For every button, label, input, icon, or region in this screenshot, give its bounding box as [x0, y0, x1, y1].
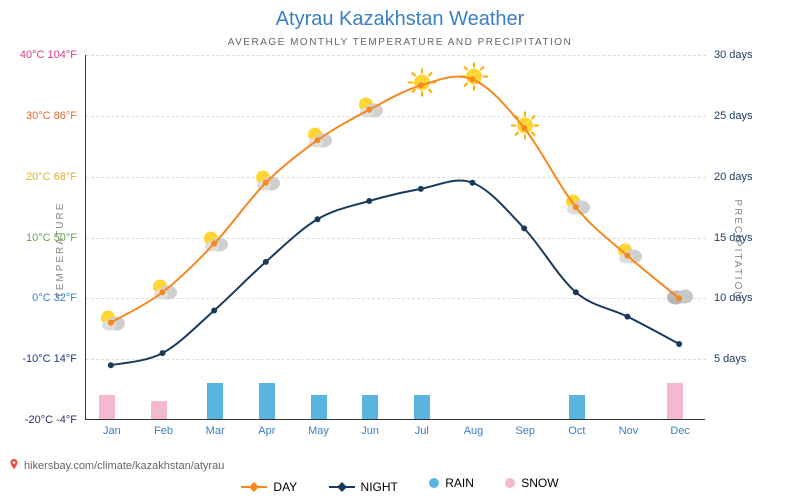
y-axis-right-title: PRECIPITATION: [732, 199, 743, 300]
page-subtitle: AVERAGE MONTHLY TEMPERATURE AND PRECIPIT…: [0, 31, 800, 48]
y-left-tick: 10°C 50°F: [26, 232, 77, 244]
legend-night-label: NIGHT: [361, 480, 398, 494]
legend-rain: RAIN: [429, 476, 474, 490]
month-label: Sep: [515, 425, 535, 437]
y-right-tick: 5 days: [714, 353, 746, 365]
y-axis-left-title: TEMPERATURE: [55, 202, 66, 299]
night-marker: [573, 289, 579, 295]
month-label: Feb: [154, 425, 173, 437]
night-marker: [625, 314, 631, 320]
legend-snow-label: SNOW: [521, 476, 558, 490]
night-marker: [211, 308, 217, 314]
chart-area: 40°C 104°F30 days30°C 86°F25 days20°C 68…: [85, 55, 705, 420]
map-pin-icon: [8, 457, 20, 474]
day-marker: [521, 125, 527, 131]
day-line: [111, 77, 679, 323]
day-marker: [263, 180, 269, 186]
month-label: Jul: [415, 425, 429, 437]
y-left-tick: 30°C 86°F: [26, 110, 77, 122]
footer: hikersbay.com/climate/kazakhstan/atyrau: [8, 457, 224, 474]
day-marker: [108, 320, 114, 326]
legend: DAY NIGHT RAIN SNOW: [0, 476, 800, 494]
month-label: Jun: [361, 425, 379, 437]
y-left-tick: 40°C 104°F: [20, 49, 77, 61]
month-label: Mar: [206, 425, 225, 437]
legend-rain-marker: [429, 478, 439, 488]
night-marker: [470, 180, 476, 186]
night-marker: [521, 225, 527, 231]
y-right-tick: 10 days: [714, 292, 753, 304]
month-label: Apr: [258, 425, 275, 437]
y-right-tick: 15 days: [714, 232, 753, 244]
y-right-tick: 25 days: [714, 110, 753, 122]
legend-rain-label: RAIN: [445, 476, 474, 490]
day-marker: [315, 137, 321, 143]
day-marker: [211, 241, 217, 247]
legend-day: DAY: [241, 480, 297, 494]
page-title: Atyrau Kazakhstan Weather: [0, 0, 800, 31]
y-right-tick: 20 days: [714, 171, 753, 183]
night-marker: [160, 350, 166, 356]
y-left-tick: -20°C -4°F: [25, 414, 77, 426]
night-marker: [676, 341, 682, 347]
legend-night: NIGHT: [329, 480, 398, 494]
legend-snow-marker: [505, 478, 515, 488]
month-label: Aug: [464, 425, 484, 437]
legend-day-marker: [241, 486, 267, 488]
day-marker: [676, 295, 682, 301]
month-label: Dec: [670, 425, 690, 437]
day-marker: [418, 82, 424, 88]
day-marker: [366, 107, 372, 113]
month-label: Nov: [619, 425, 639, 437]
legend-night-marker: [329, 486, 355, 488]
legend-day-label: DAY: [273, 480, 297, 494]
footer-url: hikersbay.com/climate/kazakhstan/atyrau: [24, 460, 224, 472]
y-left-tick: 20°C 68°F: [26, 171, 77, 183]
night-marker: [366, 198, 372, 204]
month-label: Jan: [103, 425, 121, 437]
night-marker: [263, 259, 269, 265]
month-label: May: [308, 425, 329, 437]
night-marker: [108, 362, 114, 368]
day-marker: [625, 253, 631, 259]
night-marker: [315, 216, 321, 222]
day-marker: [160, 289, 166, 295]
day-marker: [470, 76, 476, 82]
day-marker: [573, 204, 579, 210]
night-marker: [418, 186, 424, 192]
legend-snow: SNOW: [505, 476, 558, 490]
y-left-tick: 0°C 32°F: [32, 292, 77, 304]
chart-lines-svg: [85, 55, 705, 420]
y-left-tick: -10°C 14°F: [22, 353, 77, 365]
month-label: Oct: [568, 425, 585, 437]
y-right-tick: 30 days: [714, 49, 753, 61]
night-line: [111, 180, 679, 365]
